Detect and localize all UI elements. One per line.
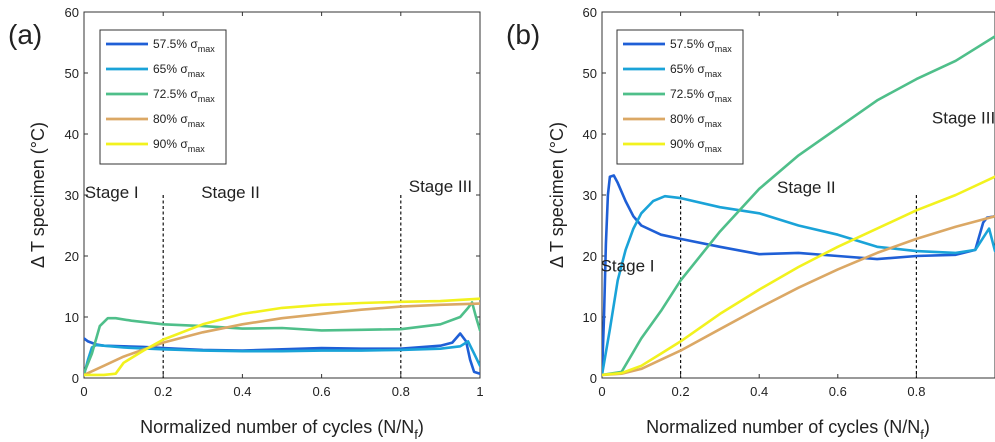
legend-label-text: 80% σ	[670, 112, 705, 126]
x-tick-label: 0.6	[313, 384, 331, 399]
y-tick-label: 10	[65, 310, 79, 325]
legend-label: 65% σmax	[153, 62, 205, 79]
series-line-3	[84, 302, 480, 377]
legend-label: 90% σmax	[153, 137, 205, 154]
legend-label-subscript: max	[705, 69, 723, 79]
y-tick-label: 60	[65, 5, 79, 20]
x-tick-label: 0.2	[672, 384, 690, 399]
x-tick-label: 0.2	[154, 384, 172, 399]
legend-box	[99, 29, 227, 165]
stage-label: Stage I	[601, 256, 655, 275]
x-axis-label-close: )	[924, 417, 930, 437]
y-tick-label: 30	[65, 188, 79, 203]
legend-label: 57.5% σmax	[670, 37, 732, 54]
legend-label: 80% σmax	[670, 112, 722, 129]
legend-label-subscript: max	[188, 144, 206, 154]
panel-label: (b)	[506, 19, 540, 50]
legend-label-subscript: max	[715, 44, 733, 54]
legend-label: 72.5% σmax	[153, 87, 215, 104]
panel-b: 0 10 20 30 40 50 60 0 0.2 0.4 0.6 0.8 Stage I Stage I…	[506, 5, 995, 442]
legend-label-subscript: max	[198, 44, 216, 54]
y-axis-label: Δ T specimen (°C)	[547, 122, 567, 268]
y-tick-label: 50	[65, 66, 79, 81]
x-tick-label: 1	[476, 384, 483, 399]
legend-label: 57.5% σmax	[153, 37, 215, 54]
y-tick-label: 40	[583, 127, 597, 142]
x-axis-label-subscript: f	[920, 427, 924, 442]
series-line-2	[84, 301, 480, 375]
legend-box	[616, 29, 744, 165]
legend-label-text: 65% σ	[153, 62, 188, 76]
x-axis-label-subscript: f	[414, 427, 418, 442]
legend-label-subscript: max	[705, 119, 723, 129]
x-tick-label: 0.6	[829, 384, 847, 399]
y-axis-label: Δ T specimen (°C)	[28, 122, 48, 268]
stage-label: Stage III	[932, 109, 995, 128]
y-tick-label: 50	[583, 66, 597, 81]
y-tick-label: 0	[590, 371, 597, 386]
stage-label: Stage III	[409, 177, 472, 196]
y-tick-label: 20	[583, 249, 597, 264]
panel-label: (a)	[8, 19, 42, 50]
x-axis-label-text: Normalized number of cycles (N/N	[646, 417, 920, 437]
x-tick-label: 0	[598, 384, 605, 399]
y-tick-label: 20	[65, 249, 79, 264]
series-line-4	[84, 297, 480, 377]
panel-a: 0 10 20 30 40 50 60 0 0.2 0.4 0.6 0.8 1 Stage I Stage …	[8, 5, 484, 442]
legend-label-text: 80% σ	[153, 112, 188, 126]
legend-label: 90% σmax	[670, 137, 722, 154]
series-group	[602, 35, 995, 377]
legend-label-text: 72.5% σ	[153, 87, 198, 101]
y-tick-label: 10	[583, 310, 597, 325]
series-line-3	[602, 215, 995, 377]
x-tick-label: 0	[80, 384, 87, 399]
legend-label-subscript: max	[705, 144, 723, 154]
stage-label: Stage I	[85, 183, 139, 202]
legend-label: 80% σmax	[153, 112, 205, 129]
legend-label-text: 90% σ	[153, 137, 188, 151]
legend-label-subscript: max	[715, 94, 733, 104]
y-tick-label: 60	[583, 5, 597, 20]
legend-label-subscript: max	[188, 69, 206, 79]
legend-label-text: 90% σ	[670, 137, 705, 151]
legend-label-text: 72.5% σ	[670, 87, 715, 101]
y-tick-label: 0	[72, 371, 79, 386]
legend-label: 65% σmax	[670, 62, 722, 79]
series-line-4	[602, 175, 995, 377]
series-line-2	[602, 35, 995, 377]
x-tick-label: 0.8	[907, 384, 925, 399]
y-tick-label: 40	[65, 127, 79, 142]
x-axis-label: Normalized number of cycles (N/Nf)	[140, 417, 424, 442]
legend-label-subscript: max	[198, 94, 216, 104]
x-axis-label-close: )	[418, 417, 424, 437]
series-group	[84, 297, 480, 377]
legend-label-text: 65% σ	[670, 62, 705, 76]
x-axis-label: Normalized number of cycles (N/Nf)	[646, 417, 930, 442]
legend-label-subscript: max	[188, 119, 206, 129]
x-axis-label-text: Normalized number of cycles (N/N	[140, 417, 414, 437]
legend-label-text: 57.5% σ	[153, 37, 198, 51]
y-tick-label: 30	[583, 188, 597, 203]
legend-label: 72.5% σmax	[670, 87, 732, 104]
x-tick-label: 0.8	[392, 384, 410, 399]
stage-label: Stage II	[201, 183, 260, 202]
x-tick-label: 0.4	[750, 384, 768, 399]
x-tick-label: 0.4	[233, 384, 251, 399]
stage-label: Stage II	[777, 178, 836, 197]
legend-label-text: 57.5% σ	[670, 37, 715, 51]
